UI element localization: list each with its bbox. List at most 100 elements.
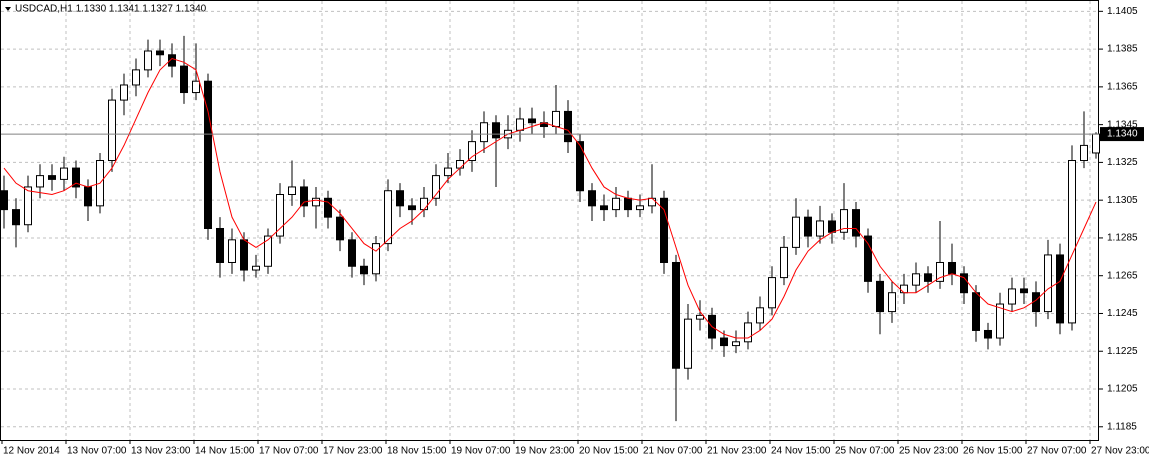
- y-tick-label: 1.1345: [1107, 119, 1138, 130]
- candle-body: [684, 318, 692, 369]
- x-tick-label: 25 Nov 23:00: [899, 446, 959, 457]
- candle-body: [396, 190, 404, 207]
- candle-body: [252, 265, 260, 271]
- candle-body: [132, 69, 140, 86]
- candle-body: [168, 54, 176, 67]
- x-tick-label: 13 Nov 23:00: [131, 446, 191, 457]
- candle-body: [804, 216, 812, 237]
- candle-body: [528, 118, 536, 124]
- candle-body: [576, 141, 584, 192]
- candle-body: [468, 141, 476, 162]
- candle-body: [756, 307, 764, 324]
- candle-body: [456, 160, 464, 169]
- plot-frame: [0, 0, 1099, 441]
- candle-body: [156, 50, 164, 56]
- candle-body: [228, 239, 236, 263]
- candle-body: [936, 261, 944, 282]
- x-tick-label: 12 Nov 2014: [3, 446, 60, 457]
- candle-body: [792, 216, 800, 248]
- x-tick-label: 13 Nov 07:00: [67, 446, 127, 457]
- candle-body: [948, 261, 956, 275]
- candle-body: [996, 303, 1004, 339]
- x-tick-label: 27 Nov 23:00: [1091, 446, 1149, 457]
- candle-body: [744, 322, 752, 343]
- candle-body: [240, 239, 248, 271]
- candle-body: [1008, 288, 1016, 305]
- candle-body: [1068, 160, 1076, 324]
- x-tick-label: 18 Nov 15:00: [387, 446, 447, 457]
- candle-body: [480, 122, 488, 143]
- candle-body: [852, 209, 860, 237]
- candle-body: [732, 341, 740, 347]
- candle-body: [516, 118, 524, 131]
- y-tick-label: 1.1225: [1107, 346, 1138, 357]
- x-tick-label: 17 Nov 07:00: [259, 446, 319, 457]
- candle-body: [828, 220, 836, 233]
- candle-body: [1056, 254, 1064, 324]
- candle-body: [912, 273, 920, 286]
- candle-body: [204, 80, 212, 229]
- candle-body: [636, 205, 644, 211]
- candle-body: [696, 314, 704, 320]
- candle-body: [84, 186, 92, 207]
- candle-body: [348, 239, 356, 267]
- candle-body: [312, 197, 320, 207]
- y-tick-label: 1.1365: [1107, 82, 1138, 93]
- candle-body: [36, 175, 44, 188]
- candle-body: [780, 246, 788, 279]
- candle-body: [612, 197, 620, 211]
- candle-body: [588, 190, 596, 207]
- candle-body: [264, 235, 272, 267]
- candle-body: [180, 65, 188, 94]
- candle-body: [0, 190, 8, 211]
- candle-body: [624, 197, 632, 211]
- x-tick-label: 19 Nov 07:00: [451, 446, 511, 457]
- y-tick-label: 1.1385: [1107, 44, 1138, 55]
- candle-body: [960, 273, 968, 294]
- candle-body: [816, 220, 824, 237]
- candle-body: [972, 292, 980, 331]
- candle-body: [444, 167, 452, 177]
- candle-body: [192, 80, 200, 94]
- candle-body: [924, 273, 932, 282]
- candle-body: [1080, 144, 1088, 162]
- candle-body: [876, 280, 884, 313]
- candle-body: [408, 205, 416, 211]
- candle-body: [720, 337, 728, 347]
- candle-body: [984, 329, 992, 339]
- candle-body: [432, 175, 440, 199]
- candle-body: [552, 110, 560, 128]
- last-price-box: [1100, 127, 1144, 142]
- candle-body: [864, 235, 872, 282]
- candle-body: [120, 84, 128, 101]
- candle-body: [564, 110, 572, 143]
- candle-body: [660, 197, 668, 263]
- candle-body: [144, 50, 152, 71]
- candle-body: [300, 186, 308, 207]
- x-tick-label: 19 Nov 23:00: [515, 446, 575, 457]
- y-tick-label: 1.1205: [1107, 384, 1138, 395]
- y-tick-label: 1.1185: [1107, 421, 1137, 432]
- candle-body: [672, 261, 680, 369]
- y-tick-label: 1.1305: [1107, 195, 1138, 206]
- candle-body: [600, 205, 608, 211]
- y-tick-label: 1.1325: [1107, 157, 1138, 168]
- last-price-label: 1.1340: [1107, 129, 1138, 140]
- candle-body: [1092, 133, 1100, 154]
- x-tick-label: 24 Nov 15:00: [771, 446, 831, 457]
- candle-body: [648, 197, 656, 207]
- candle-body: [888, 292, 896, 313]
- x-tick-label: 21 Nov 23:00: [707, 446, 767, 457]
- y-tick-label: 1.1245: [1107, 308, 1138, 319]
- candle-body: [24, 186, 32, 226]
- y-tick-label: 1.1405: [1107, 6, 1138, 17]
- candle-body: [324, 197, 332, 218]
- y-tick-label: 1.1285: [1107, 233, 1138, 244]
- candle-body: [48, 175, 56, 180]
- candle-body: [60, 167, 68, 180]
- candle-body: [768, 277, 776, 309]
- candle-body: [384, 190, 392, 245]
- candle-body: [840, 209, 848, 233]
- candle-body: [900, 284, 908, 294]
